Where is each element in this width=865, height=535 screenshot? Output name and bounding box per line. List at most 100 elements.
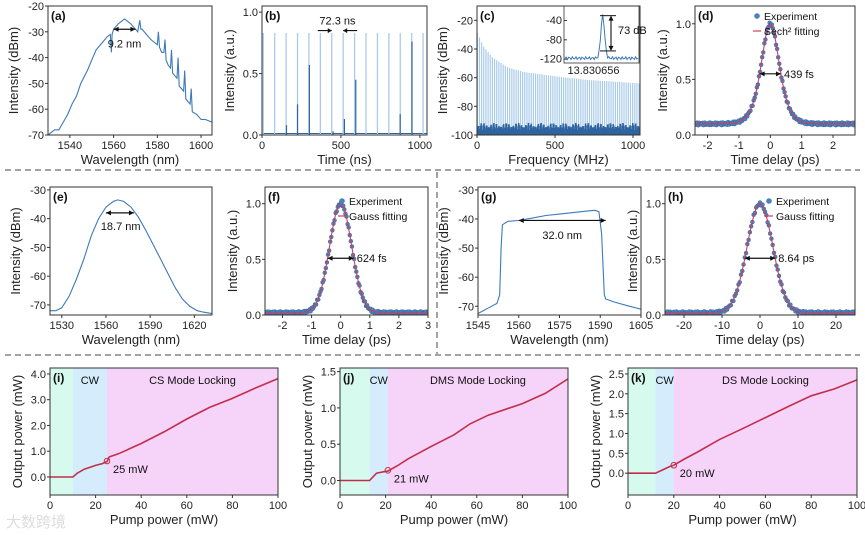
x-tick-label: -20 <box>676 320 692 332</box>
y-tick-label: 4.0 <box>31 369 46 381</box>
y-tick-label: -20 <box>457 15 473 27</box>
series-line <box>50 199 212 315</box>
fwhm-label: 624 fs <box>357 253 387 265</box>
y-tick-label: 2.0 <box>31 420 46 432</box>
axes-frame <box>49 186 213 316</box>
legend-label: Gauss fitting <box>776 211 835 223</box>
x-axis-label: Frequency (MHz) <box>508 152 608 167</box>
y-tick-label: -60 <box>30 271 46 283</box>
panel-label: (e) <box>53 190 68 204</box>
y-tick-label: -60 <box>457 73 473 85</box>
axes-frame <box>47 5 213 136</box>
threshold-marker-icon <box>670 461 678 469</box>
plot-area <box>628 368 857 495</box>
plot-area <box>48 18 212 135</box>
x-tick-label: 60 <box>759 500 771 512</box>
x-tick-label: 60 <box>181 500 193 512</box>
y-tick-label: -30 <box>30 185 46 197</box>
x-tick-label: 1000 <box>408 140 432 152</box>
x-axis-label: Pump power (mW) <box>110 512 218 527</box>
x-axis-label: Pump power (mW) <box>400 512 508 527</box>
x-tick-label: 1590 <box>588 320 612 332</box>
x-tick-label: -2 <box>703 140 713 152</box>
x-tick-label: 40 <box>425 500 437 512</box>
x-tick-label: -1 <box>734 140 744 152</box>
x-tick-label: 60 <box>471 500 483 512</box>
x-tick-label: 2 <box>396 320 402 332</box>
series-line <box>628 379 857 475</box>
region-blue <box>655 368 674 495</box>
y-tick-label: 0.0 <box>646 310 661 322</box>
region-label: CW <box>81 375 100 387</box>
fwhm-label: 439 fs <box>784 69 814 81</box>
fwhm-label: 8.64 ps <box>778 253 815 265</box>
x-tick-label: 500 <box>332 140 350 152</box>
y-tick-label: -50 <box>458 243 474 255</box>
inset-tick-label: -120 <box>540 54 562 66</box>
panel-label: (f) <box>268 190 280 204</box>
y-axis-label: Intensity (dBm) <box>435 27 450 114</box>
period-label: 72.3 ns <box>319 15 356 27</box>
y-tick-label: 0.5 <box>243 69 258 81</box>
inset-tick-label: -80 <box>546 34 562 46</box>
x-tick-label: 3 <box>425 320 431 332</box>
x-tick-label: -10 <box>714 320 730 332</box>
fit-line <box>665 203 855 314</box>
x-tick-label: 1560 <box>94 320 118 332</box>
legend-marker-icon <box>754 13 760 19</box>
x-tick-label: 80 <box>805 500 817 512</box>
x-tick-label: 40 <box>135 500 147 512</box>
x-tick-label: 100 <box>848 500 865 512</box>
x-tick-label: -1 <box>307 320 317 332</box>
panel-label: (a) <box>51 9 66 23</box>
x-tick-label: 1 <box>367 320 373 332</box>
legend-label: Experiment <box>776 196 829 208</box>
y-tick-label: -40 <box>457 44 473 56</box>
fit-line <box>265 203 428 314</box>
x-tick-label: 1580 <box>145 140 169 152</box>
y-tick-label: 1.0 <box>321 403 336 415</box>
y-axis-label: Intensity (dBm) <box>8 207 23 294</box>
plot-area <box>665 200 855 315</box>
watermark: 大数跨境 <box>6 513 66 531</box>
x-tick-label: 1575 <box>547 320 571 332</box>
x-tick-label: 0 <box>757 320 763 332</box>
y-axis-label: Intensity (dBm) <box>6 27 21 114</box>
x-axis-label: Pump power (mW) <box>688 512 796 527</box>
arrowhead-icon <box>759 71 781 77</box>
x-tick-label: 1 <box>799 140 805 152</box>
y-tick-label: 1.0 <box>609 428 624 440</box>
panel-label: (g) <box>481 190 496 204</box>
x-tick-label: 1560 <box>507 320 531 332</box>
x-tick-label: 0 <box>259 140 265 152</box>
axes-frame <box>339 367 569 496</box>
y-axis-label: Output power (mW) <box>10 375 25 488</box>
x-tick-label: 20 <box>668 500 680 512</box>
x-tick-label: 1530 <box>50 320 74 332</box>
x-axis-label: Time (ns) <box>317 152 371 167</box>
y-tick-label: 1.5 <box>321 367 336 379</box>
x-tick-label: 100 <box>559 500 577 512</box>
inset: -40 -80 -120 13.830656 73 dB <box>540 5 647 77</box>
panel-b: 0 500 1000 0.0 0.5 1.0 Time (ns) Intensity (a.u… <box>222 5 432 167</box>
y-tick-label: -20 <box>28 1 44 13</box>
x-tick-label: 1620 <box>182 320 206 332</box>
region-label: CS Mode Locking <box>149 375 236 387</box>
x-axis-label: Time delay (ps) <box>715 332 804 347</box>
legend-label: Gauss fitting <box>349 211 408 223</box>
y-tick-label: -70 <box>458 301 474 313</box>
x-axis-label: Wavelength (nm) <box>81 152 180 167</box>
axes-frame <box>261 5 428 136</box>
x-tick-label: 20 <box>89 500 101 512</box>
x-tick-label: 2 <box>830 140 836 152</box>
x-tick-label: 500 <box>546 140 564 152</box>
region-green <box>50 368 73 495</box>
plot-area <box>695 20 855 128</box>
y-tick-label: 0.5 <box>246 254 261 266</box>
panel-label: (b) <box>265 9 280 23</box>
y-tick-label: 2.0 <box>609 389 624 401</box>
panel-label: (j) <box>343 371 354 385</box>
fwhm-label: 9.2 nm <box>108 38 142 50</box>
x-tick-label: 1545 <box>466 320 490 332</box>
